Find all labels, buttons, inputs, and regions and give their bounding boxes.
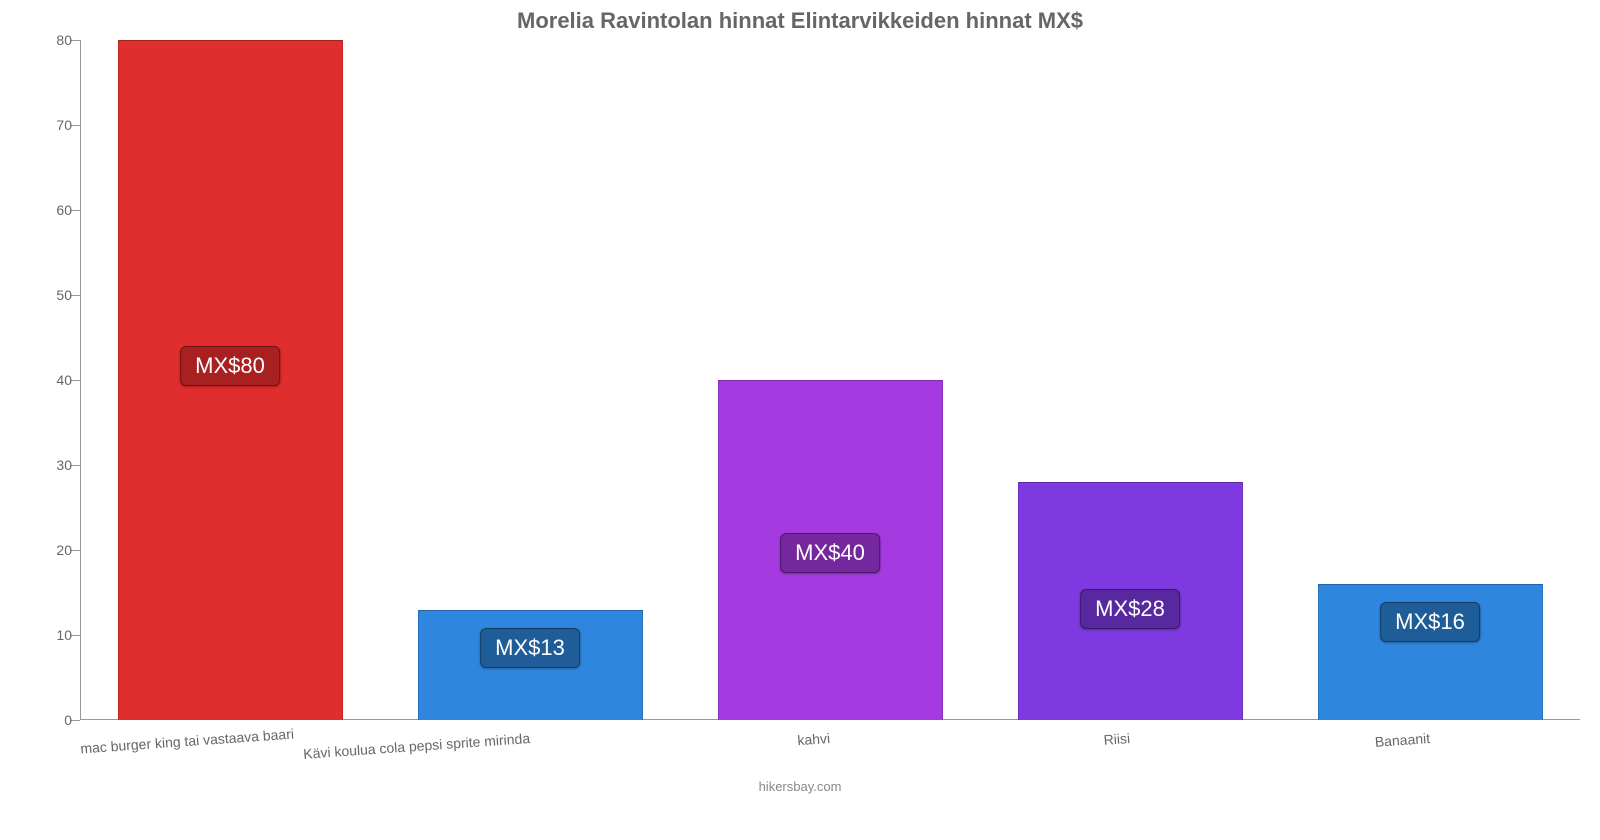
y-tick-label: 80: [56, 32, 72, 48]
value-badge: MX$80: [180, 346, 280, 386]
value-badge: MX$40: [780, 533, 880, 573]
bar: MX$16: [1318, 584, 1543, 720]
value-badge: MX$13: [480, 628, 580, 668]
chart-footer: hikersbay.com: [0, 779, 1600, 794]
bar: MX$40: [718, 380, 943, 720]
bar: MX$28: [1018, 482, 1243, 720]
y-tick-label: 30: [56, 457, 72, 473]
y-tick-label: 50: [56, 287, 72, 303]
y-axis-line: [80, 40, 81, 720]
y-tick-label: 0: [64, 712, 72, 728]
value-badge: MX$28: [1080, 589, 1180, 629]
y-tick-label: 60: [56, 202, 72, 218]
bar: MX$80: [118, 40, 343, 720]
value-badge: MX$16: [1380, 602, 1480, 642]
y-tick-label: 40: [56, 372, 72, 388]
bar: MX$13: [418, 610, 643, 721]
y-tick-label: 70: [56, 117, 72, 133]
y-tick-label: 20: [56, 542, 72, 558]
chart-title: Morelia Ravintolan hinnat Elintarvikkeid…: [0, 8, 1600, 34]
y-tick-label: 10: [56, 627, 72, 643]
plot-area: MX$80MX$13MX$40MX$28MX$16 mac burger kin…: [80, 40, 1580, 720]
